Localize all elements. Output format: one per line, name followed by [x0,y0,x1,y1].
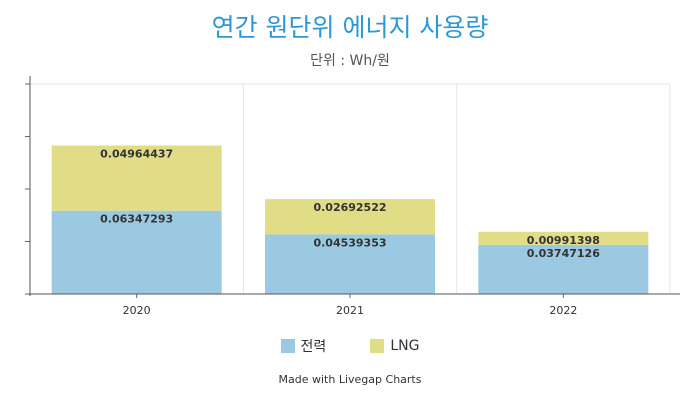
data-label: 0.04964437 [100,148,173,161]
bar-lng-2020 [51,145,222,211]
data-label: 0.02692522 [313,201,386,214]
legend-label-lng: LNG [390,338,420,354]
legend-label-electricity: 전력 [300,339,327,355]
chart-subtitle: 단위 : Wh/원 [310,53,390,69]
x-tick-label: 2020 [123,304,151,317]
data-label: 0.00991398 [527,234,600,247]
x-tick-label: 2021 [336,304,364,317]
bar-lng-2021 [265,199,435,235]
bar-electricity-2020 [51,210,222,294]
credit-text: Made with Livegap Charts [278,373,422,386]
chart-title: 연간 원단위 에너지 사용량 [211,13,489,42]
bar-lng-2022 [478,231,649,245]
bar-electricity-2021 [265,234,435,294]
data-label: 0.03747126 [527,247,600,260]
data-label: 0.04539353 [313,236,386,249]
bar-electricity-2022 [478,244,649,294]
legend: 전력 LNG [0,336,700,356]
legend-item-electricity[interactable]: 전력 [280,336,327,356]
legend-item-lng[interactable]: LNG [370,336,419,356]
legend-swatch-electricity [280,339,295,353]
x-tick-label: 2022 [549,304,577,317]
legend-swatch-lng [370,339,385,353]
data-label: 0.06347293 [100,213,173,226]
